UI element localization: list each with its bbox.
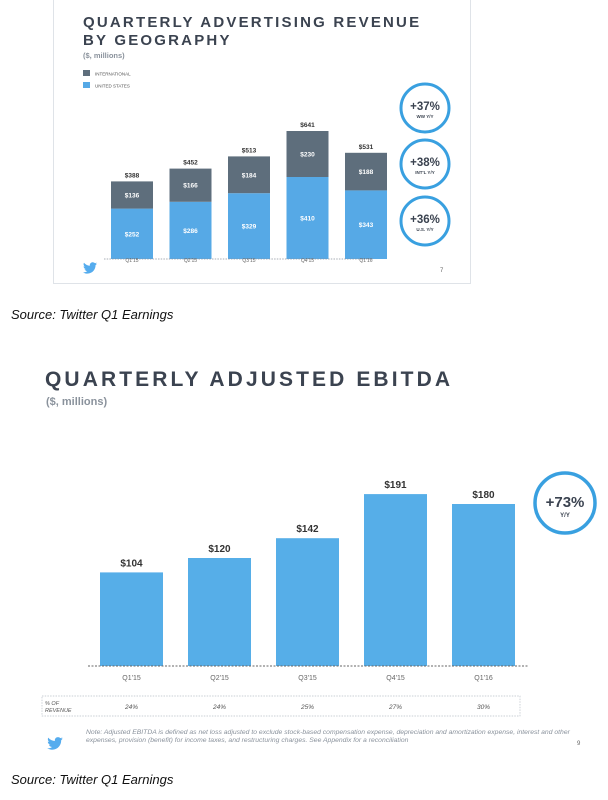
ebitda-bar-4	[452, 504, 515, 666]
bar-total-label-4: $531	[359, 144, 374, 151]
ebitda-bar-1	[188, 558, 251, 666]
growth-callout-value-2: +36%	[410, 214, 440, 226]
ebitda-bar-0	[100, 572, 163, 666]
bar-intl-label-0: $136	[125, 193, 140, 200]
bar-intl-label-3: $230	[300, 152, 315, 159]
ebitda-x-tick-4: Q1'16	[474, 675, 493, 682]
bar-intl-2	[228, 156, 270, 194]
slide1-page-number: 7	[440, 268, 444, 274]
pct-revenue-value-4: 30%	[477, 704, 490, 711]
pct-revenue-value-3: 27%	[388, 704, 402, 711]
ebitda-x-tick-1: Q2'15	[210, 675, 229, 682]
x-tick-label-4: Q1'16	[359, 258, 372, 264]
ebitda-value-label-2: $142	[296, 524, 319, 535]
x-tick-label-3: Q4'15	[301, 258, 314, 264]
slide2-unit: ($, millions)	[46, 396, 108, 408]
growth-callout-value-0: +37%	[410, 101, 440, 113]
growth-callout-label-1: INT'L Y/Y	[415, 170, 434, 175]
ebitda-growth-value: +73%	[546, 494, 585, 511]
legend-swatch-international	[83, 70, 90, 76]
growth-callout-circle-2	[399, 195, 451, 247]
bar-intl-label-4: $188	[359, 169, 374, 176]
ebitda-value-label-3: $191	[384, 480, 407, 491]
twitter-bird-icon	[83, 262, 97, 274]
bar-intl-1	[169, 168, 212, 202]
bar-total-label-0: $388	[125, 172, 140, 179]
bar-us-0	[111, 208, 153, 259]
pct-revenue-value-0: 24%	[124, 704, 138, 711]
legend-label-international: INTERNATIONAL	[95, 72, 131, 77]
slide1-title-line1: QUARTERLY ADVERTISING REVENUE	[83, 14, 422, 31]
bar-intl-3	[286, 131, 329, 177]
ebitda-bar-2	[276, 538, 339, 666]
growth-callout-circle-0	[399, 82, 451, 134]
ebitda-chart: $104 Q1'15 $120 Q2'15 $142 Q3'15 $191 Q4'15 $180…	[41, 471, 597, 717]
pct-revenue-label-2: REVENUE	[45, 708, 72, 714]
ebitda-x-tick-2: Q3'15	[298, 675, 317, 682]
ebitda-footnote: Note: Adjusted EBITDA is defined as net …	[86, 729, 570, 744]
growth-callout-label-2: U.S. Y/Y	[416, 227, 433, 232]
bar-us-2	[228, 193, 270, 259]
ebitda-x-tick-0: Q1'15	[122, 675, 141, 682]
bar-intl-label-1: $166	[183, 183, 198, 190]
ebitda-value-label-4: $180	[472, 490, 495, 501]
bar-us-label-2: $329	[242, 224, 257, 231]
bar-us-label-3: $410	[300, 216, 315, 223]
bar-intl-label-2: $184	[242, 172, 257, 179]
pct-revenue-row	[41, 695, 521, 717]
growth-callout-circle-1	[399, 138, 451, 190]
growth-callout-label-0: WW Y/Y	[417, 114, 434, 119]
legend-swatch-us	[83, 82, 90, 88]
advertising-revenue-slide: QUARTERLY ADVERTISING REVENUE BY GEOGRAP…	[53, 0, 471, 284]
source-caption-1: Source: Twitter Q1 Earnings	[11, 307, 174, 322]
ebitda-value-label-1: $120	[208, 544, 231, 555]
ebitda-bar-3	[364, 494, 427, 666]
ebitda-growth-label: Y/Y	[560, 513, 570, 519]
advertising-revenue-chart: INTERNATIONAL UNITED STATES $252 $136 $388 Q…	[83, 70, 451, 264]
x-tick-label-2: Q3'15	[242, 258, 255, 264]
slide2-title: QUARTERLY ADJUSTED EBITDA	[45, 368, 454, 391]
bar-us-1	[169, 201, 212, 259]
bar-us-label-0: $252	[125, 231, 140, 238]
bar-total-label-3: $641	[300, 122, 315, 129]
source-caption-2: Source: Twitter Q1 Earnings	[11, 772, 174, 787]
slide2-page-number: 9	[577, 741, 581, 747]
pct-revenue-value-1: 24%	[212, 704, 226, 711]
bar-total-label-2: $513	[242, 147, 257, 154]
bar-us-label-1: $286	[183, 228, 198, 235]
bar-us-4	[345, 190, 387, 259]
x-tick-label-1: Q2'15	[184, 258, 197, 264]
ebitda-value-label-0: $104	[120, 558, 143, 569]
slide1-title: QUARTERLY ADVERTISING REVENUE BY GEOGRAP…	[83, 14, 421, 50]
slide1-title-line2: BY GEOGRAPHY	[83, 32, 232, 49]
growth-callout-value-1: +38%	[410, 157, 440, 169]
bar-intl-4	[345, 152, 387, 191]
legend-label-us: UNITED STATES	[95, 84, 130, 89]
ebitda-x-tick-3: Q4'15	[386, 675, 405, 682]
pct-revenue-label-1: % OF	[45, 701, 60, 707]
twitter-bird-icon-2	[47, 737, 63, 750]
bar-intl-0	[111, 181, 153, 209]
ebitda-growth-circle	[533, 471, 597, 535]
slide1-unit: ($, millions)	[83, 51, 125, 60]
x-tick-label-0: Q1'15	[125, 258, 138, 264]
bar-us-3	[286, 177, 329, 259]
bar-total-label-1: $452	[183, 160, 198, 167]
bar-us-label-4: $343	[359, 222, 374, 229]
pct-revenue-value-2: 25%	[300, 704, 314, 711]
